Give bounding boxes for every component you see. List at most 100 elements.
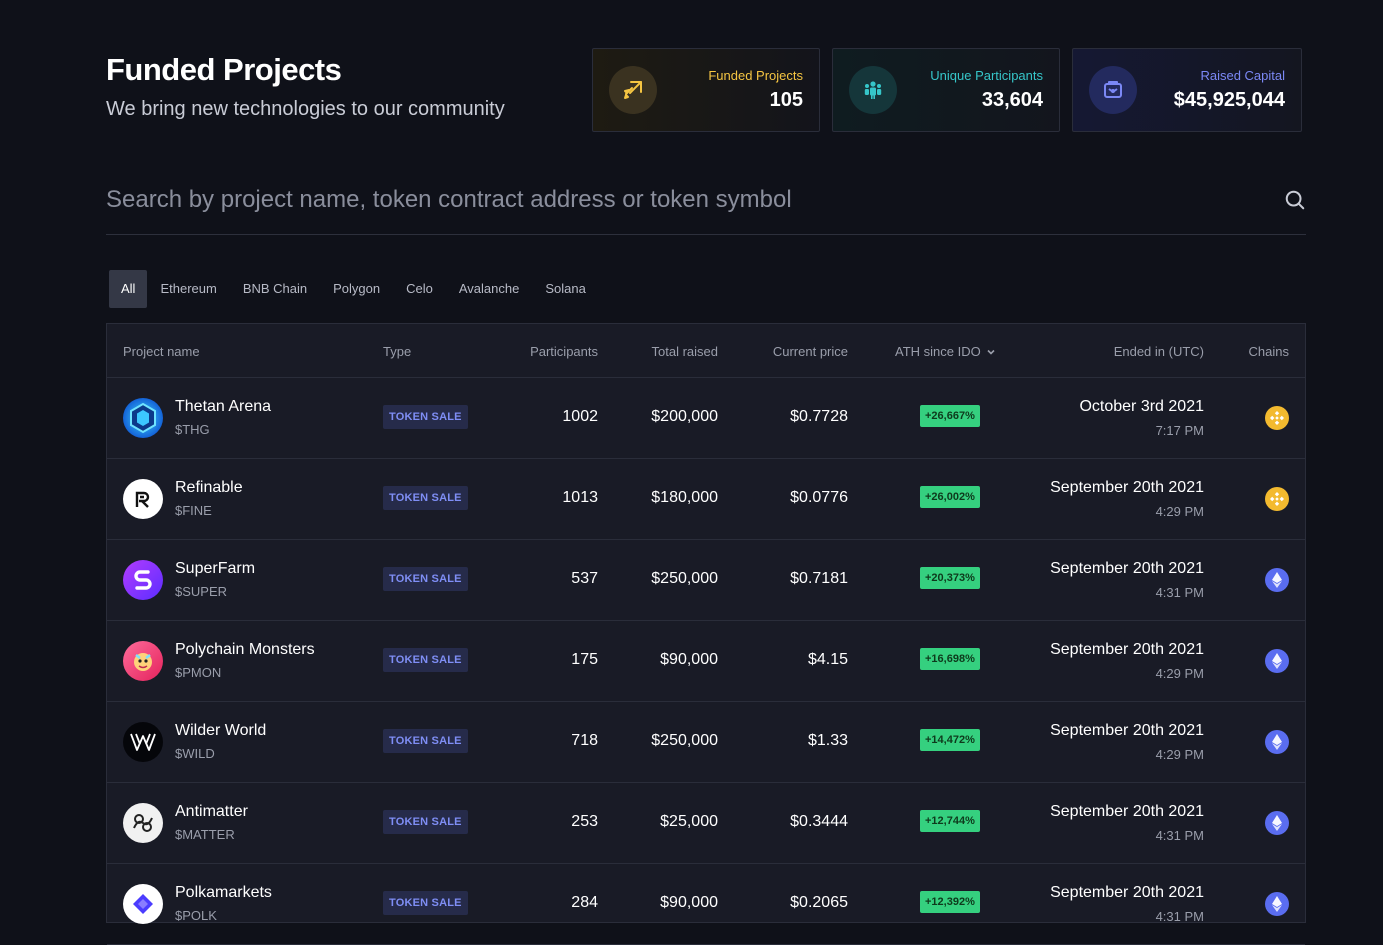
current-price-value: $1.33 (807, 732, 848, 749)
ath-badge: +26,667% (920, 405, 980, 427)
participants-value: 1013 (562, 489, 598, 506)
tab-avalanche[interactable]: Avalanche (458, 281, 520, 296)
participants-value: 253 (571, 813, 598, 830)
stats-bar: Funded Projects 105 Unique Participants … (592, 48, 1302, 132)
ended-date: October 3rd 2021 (1079, 398, 1204, 415)
ethereum-icon (1265, 892, 1289, 916)
project-name[interactable]: Refinable (175, 479, 243, 496)
project-name[interactable]: Polkamarkets (175, 884, 272, 901)
project-name[interactable]: SuperFarm (175, 560, 256, 577)
ath-badge: +12,744% (920, 810, 980, 832)
ended-time: 7:17 PM (1155, 423, 1204, 438)
bnb-chain-icon (1265, 406, 1289, 430)
participants-value: 175 (571, 651, 598, 668)
tab-solana[interactable]: Solana (545, 281, 586, 296)
bnb-chain-icon (1265, 487, 1289, 511)
project-logo (123, 641, 163, 681)
total-raised-value: $25,000 (660, 813, 718, 830)
total-raised-value: $200,000 (651, 408, 718, 425)
stat-value: 105 (769, 89, 803, 111)
col-chains[interactable]: Chains (1248, 344, 1289, 359)
chevron-down-icon (987, 349, 995, 355)
current-price-value: $0.7728 (790, 408, 848, 425)
project-logo (123, 803, 163, 843)
ended-date: September 20th 2021 (1050, 722, 1204, 739)
tab-all[interactable]: All (109, 270, 148, 308)
type-badge: TOKEN SALE (383, 729, 468, 753)
tab-polygon[interactable]: Polygon (333, 281, 381, 296)
project-name[interactable]: Polychain Monsters (175, 641, 315, 658)
total-raised-value: $90,000 (660, 894, 718, 911)
search-input[interactable] (106, 180, 1256, 220)
col-participants[interactable]: Participants (530, 344, 598, 359)
ended-time: 4:31 PM (1155, 585, 1204, 600)
tab-celo[interactable]: Celo (406, 281, 433, 296)
ended-date: September 20th 2021 (1050, 803, 1204, 820)
table-row[interactable]: Thetan Arena $THG TOKEN SALE 1002 $200,0… (107, 378, 1305, 459)
total-raised-value: $180,000 (651, 489, 718, 506)
ended-date: September 20th 2021 (1050, 641, 1204, 658)
ended-time: 4:29 PM (1155, 504, 1204, 519)
ended-date: September 20th 2021 (1050, 884, 1204, 901)
col-total-raised[interactable]: Total raised (651, 344, 718, 359)
ended-date: September 20th 2021 (1050, 560, 1204, 577)
page-header: Funded Projects We bring new technologie… (106, 52, 505, 121)
current-price-value: $0.3444 (790, 813, 848, 830)
project-symbol: $POLK (175, 908, 217, 923)
projects-table: Project name Type Participants Total rai… (106, 323, 1306, 945)
type-badge: TOKEN SALE (383, 405, 468, 429)
type-badge: TOKEN SALE (383, 648, 468, 672)
project-symbol: $FINE (175, 503, 212, 518)
participants-value: 1002 (562, 408, 598, 425)
stat-unique-participants: Unique Participants 33,604 (832, 48, 1060, 132)
participants-value: 718 (571, 732, 598, 749)
page-title: Funded Projects (106, 52, 342, 87)
col-ath-since-ido[interactable]: ATH since IDO (895, 344, 997, 359)
table-row[interactable]: SuperFarm $SUPER TOKEN SALE 537 $250,000… (107, 540, 1305, 621)
project-name[interactable]: Thetan Arena (175, 398, 272, 415)
project-name[interactable]: Wilder World (175, 722, 267, 739)
ended-time: 4:29 PM (1155, 666, 1204, 681)
col-type[interactable]: Type (383, 344, 412, 359)
tab-bnb-chain[interactable]: BNB Chain (242, 281, 308, 296)
tab-ethereum[interactable]: Ethereum (160, 281, 217, 296)
table-row[interactable]: Refinable $FINE TOKEN SALE 1013 $180,000… (107, 459, 1305, 540)
stat-label: Funded Projects (708, 68, 803, 83)
stat-raised-capital: Raised Capital $45,925,044 (1072, 48, 1302, 132)
ethereum-icon (1265, 649, 1289, 673)
project-symbol: $THG (175, 422, 210, 437)
ended-time: 4:29 PM (1155, 747, 1204, 762)
col-current-price[interactable]: Current price (772, 344, 848, 359)
project-symbol: $MATTER (175, 827, 235, 842)
table-row[interactable]: Antimatter $MATTER TOKEN SALE 253 $25,00… (107, 783, 1305, 864)
stat-value: $45,925,044 (1173, 89, 1285, 111)
col-ended-in[interactable]: Ended in (UTC) (1113, 344, 1204, 359)
ath-badge: +14,472% (920, 729, 980, 751)
type-badge: TOKEN SALE (383, 891, 468, 915)
total-raised-value: $90,000 (660, 651, 718, 668)
stat-value: 33,604 (981, 89, 1043, 111)
table-header: Project name Type Participants Total rai… (107, 324, 1305, 378)
ended-date: September 20th 2021 (1050, 479, 1204, 496)
ath-badge: +16,698% (920, 648, 980, 670)
col-project-name[interactable]: Project name (123, 344, 200, 359)
project-symbol: $WILD (175, 746, 215, 761)
total-raised-value: $250,000 (651, 570, 718, 587)
stat-label: Unique Participants (930, 68, 1043, 83)
project-logo (123, 722, 163, 762)
project-name[interactable]: Antimatter (175, 803, 248, 820)
page-subtitle: We bring new technologies to our communi… (106, 98, 505, 120)
project-logo (123, 398, 163, 438)
table-row[interactable]: Wilder World $WILD TOKEN SALE 718 $250,0… (107, 702, 1305, 783)
table-row[interactable]: Polychain Monsters $PMON TOKEN SALE 175 … (107, 621, 1305, 702)
project-symbol: $SUPER (175, 584, 228, 599)
search-icon[interactable] (1284, 189, 1306, 216)
stat-funded-projects: Funded Projects 105 (592, 48, 820, 132)
ath-badge: +12,392% (920, 891, 980, 913)
search-bar (106, 180, 1306, 235)
current-price-value: $4.15 (807, 651, 848, 668)
people-icon (849, 66, 897, 114)
table-row[interactable]: Polkamarkets $POLK TOKEN SALE 284 $90,00… (107, 864, 1305, 945)
ethereum-icon (1265, 811, 1289, 835)
type-badge: TOKEN SALE (383, 486, 468, 510)
